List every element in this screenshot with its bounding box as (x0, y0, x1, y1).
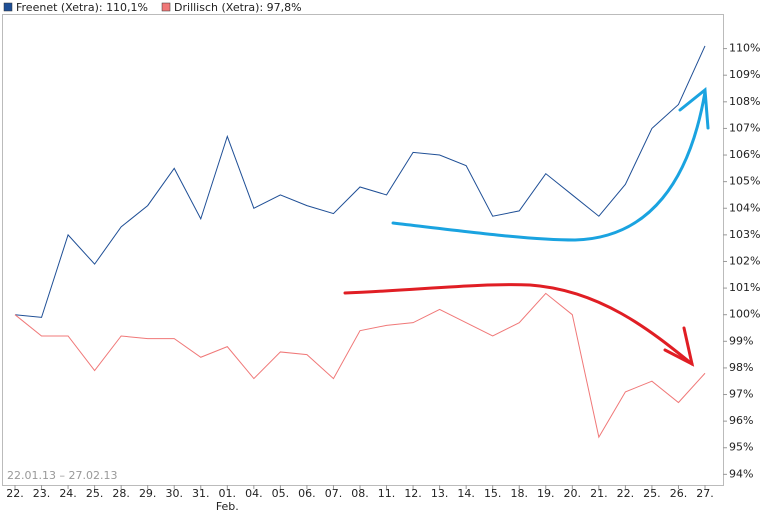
x-tick-label: 31. (192, 487, 210, 500)
y-tick-label: 104% (729, 201, 760, 214)
x-tick-label: 21. (590, 487, 608, 500)
x-tick-label: 04. (245, 487, 263, 500)
x-tick-label: 11. (378, 487, 396, 500)
x-tick-label: 19. (537, 487, 555, 500)
y-tick-label: 97% (729, 388, 753, 401)
x-tick-label: 15. (484, 487, 502, 500)
y-tick-label: 96% (729, 414, 753, 427)
y-tick-label: 100% (729, 308, 760, 321)
y-tick-label: 105% (729, 175, 760, 188)
red-arrowhead (663, 326, 695, 367)
x-tick-label: 20. (564, 487, 582, 500)
legend-label: Freenet (Xetra): 110,1% (16, 1, 148, 14)
x-tick-label: 18. (510, 487, 528, 500)
x-tick-label: 27. (696, 487, 714, 500)
y-tick-label: 110% (729, 42, 760, 55)
x-tick-label: 01. (219, 487, 237, 500)
y-tick-label: 98% (729, 361, 753, 374)
x-tick-label: 14. (457, 487, 475, 500)
y-tick-label: 109% (729, 68, 760, 81)
plot-frame (2, 14, 724, 486)
x-tick-label: 07. (325, 487, 343, 500)
y-tick-label: 103% (729, 228, 760, 241)
y-tick-label: 108% (729, 95, 760, 108)
x-tick-label: 08. (351, 487, 369, 500)
x-tick-label: 25. (643, 487, 661, 500)
x-tick-label: 26. (670, 487, 688, 500)
x-tick-label: 25. (86, 487, 104, 500)
legend-label: Drillisch (Xetra): 97,8% (174, 1, 302, 14)
y-tick-label: 102% (729, 254, 760, 267)
x-tick-label: 28. (112, 487, 130, 500)
y-tick-label: 95% (729, 441, 753, 454)
x-tick-label: 29. (139, 487, 157, 500)
x-tick-label: 12. (404, 487, 422, 500)
x-tick-label: 23. (33, 487, 51, 500)
series-line (14, 45, 706, 318)
x-tick-label: 05. (272, 487, 290, 500)
x-tick-label: 06. (298, 487, 316, 500)
date-range: 22.01.13 – 27.02.13 (7, 469, 117, 482)
red-arrow (343, 283, 694, 366)
x-tick-label: 22. (617, 487, 635, 500)
y-tick-label: 99% (729, 334, 753, 347)
x-tick-label: 22. (6, 487, 24, 500)
x-tick-label: 13. (431, 487, 449, 500)
legend-swatch (3, 2, 13, 12)
blue-arrowhead (678, 87, 710, 130)
legend-swatch (161, 2, 171, 12)
x-tick-label: 24. (59, 487, 77, 500)
y-tick-label: 101% (729, 281, 760, 294)
blue-arrow (391, 90, 707, 242)
x-month-label: Feb. (216, 500, 239, 513)
x-tick-label: 30. (165, 487, 183, 500)
y-tick-label: 106% (729, 148, 760, 161)
y-tick-label: 107% (729, 121, 760, 134)
annotation-arrows (343, 87, 710, 367)
y-tick-label: 94% (729, 467, 753, 480)
series-line (14, 292, 706, 439)
